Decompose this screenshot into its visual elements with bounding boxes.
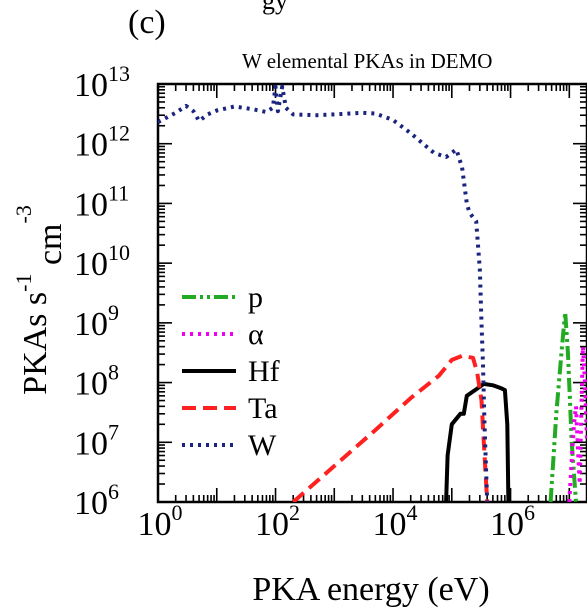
legend-label: Hf	[248, 355, 280, 388]
y-tick-label: 106	[74, 479, 119, 522]
series-line-p	[548, 310, 578, 502]
x-tick-label: 104	[373, 500, 418, 543]
y-tick-label: 1012	[74, 121, 130, 164]
clipped-heading-fragment: gy	[262, 0, 288, 15]
panel-label: (c)	[128, 4, 166, 41]
y-tick-label: 1013	[74, 61, 130, 104]
x-tick-label: 100	[138, 500, 183, 543]
legend-label: Ta	[248, 392, 278, 425]
y-tick-labels: 106 107 108 109 1010 1011 1012 1013	[74, 61, 130, 522]
legend-label: W	[248, 429, 277, 462]
legend: pα Hf Ta W	[182, 281, 280, 462]
series-line-α	[567, 344, 587, 502]
chart-title: W elemental PKAs in DEMO	[242, 49, 493, 73]
x-tick-labels: 100 102 104 106	[138, 500, 536, 543]
legend-label: p	[248, 281, 263, 314]
series-layer	[158, 84, 587, 502]
legend-label: α	[248, 318, 264, 351]
y-tick-label: 1010	[74, 240, 130, 283]
y-tick-label: 109	[74, 300, 119, 343]
x-tick-label: 106	[490, 500, 535, 543]
y-tick-label: 107	[74, 419, 119, 462]
x-axis-label: PKA energy (eV)	[252, 571, 489, 608]
y-tick-label: 1011	[74, 180, 129, 223]
x-tick-label: 102	[255, 500, 300, 543]
series-line-Hf	[444, 381, 511, 502]
minor-ticks	[157, 83, 587, 503]
series-line-W	[158, 84, 490, 502]
plot-border	[156, 82, 587, 504]
y-tick-label: 108	[74, 360, 119, 403]
plot-frame	[156, 82, 587, 504]
y-axis-label-text: PKAs s-1 cm-3	[11, 205, 69, 395]
y-axis-label: PKAs s-1 cm-3	[11, 205, 69, 395]
series-line-Ta	[291, 353, 490, 502]
